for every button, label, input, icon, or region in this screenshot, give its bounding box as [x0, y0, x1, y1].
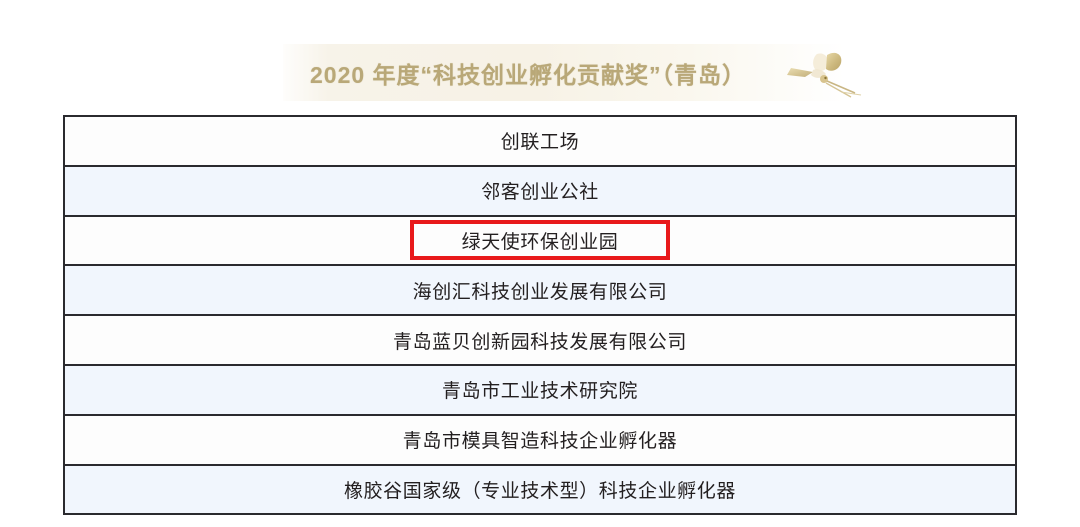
flying-crane-icon: [787, 52, 862, 98]
award-title-banner: 2020 年度“科技创业孵化贡献奖”（青岛）: [283, 44, 862, 101]
award-winner-name: 海创汇科技创业发展有限公司: [412, 280, 668, 303]
award-winner-name: 创联工场: [500, 131, 580, 154]
award-winner-cell[interactable]: 创联工场: [63, 115, 1017, 167]
award-winner-cell[interactable]: 青岛市工业技术研究院: [63, 363, 1017, 416]
award-winner-name: 邻客创业公社: [481, 181, 599, 204]
award-winner-cell[interactable]: 橡胶谷国家级（专业技术型）科技企业孵化器: [63, 463, 1017, 516]
award-winner-name: 绿天使环保创业园: [461, 230, 619, 253]
table-row[interactable]: 绿天使环保创业园: [63, 214, 1017, 267]
table-row[interactable]: 海创汇科技创业发展有限公司: [63, 264, 1017, 317]
award-winner-name: 青岛市工业技术研究院: [441, 380, 638, 403]
table-row[interactable]: 青岛蓝贝创新园科技发展有限公司: [63, 314, 1017, 366]
award-winner-cell[interactable]: 绿天使环保创业园: [63, 214, 1017, 267]
award-winners-table: 创联工场邻客创业公社 绿天使环保创业园海创汇科技创业发展有限公司 青岛蓝贝创新园科技…: [63, 115, 1017, 516]
award-winner-name: 青岛市模具智造科技企业孵化器: [402, 430, 678, 453]
award-winner-cell[interactable]: 青岛蓝贝创新园科技发展有限公司: [63, 314, 1017, 366]
table-row[interactable]: 邻客创业公社: [63, 164, 1017, 217]
award-winner-name: 橡胶谷国家级（专业技术型）科技企业孵化器: [343, 479, 736, 502]
award-winner-cell[interactable]: 青岛市模具智造科技企业孵化器: [63, 413, 1017, 466]
award-winner-name: 青岛蓝贝创新园科技发展有限公司: [392, 330, 687, 353]
award-winner-cell[interactable]: 海创汇科技创业发展有限公司: [63, 264, 1017, 317]
table-row[interactable]: 创联工场: [63, 115, 1017, 167]
table-row[interactable]: 橡胶谷国家级（专业技术型）科技企业孵化器: [63, 463, 1017, 516]
award-table-body: 创联工场邻客创业公社 绿天使环保创业园海创汇科技创业发展有限公司 青岛蓝贝创新园科技…: [63, 115, 1017, 516]
award-title: 2020 年度“科技创业孵化贡献奖”（青岛）: [310, 61, 747, 88]
table-row[interactable]: 青岛市模具智造科技企业孵化器: [63, 413, 1017, 466]
table-row[interactable]: 青岛市工业技术研究院: [63, 363, 1017, 416]
award-winner-cell[interactable]: 邻客创业公社: [63, 164, 1017, 217]
